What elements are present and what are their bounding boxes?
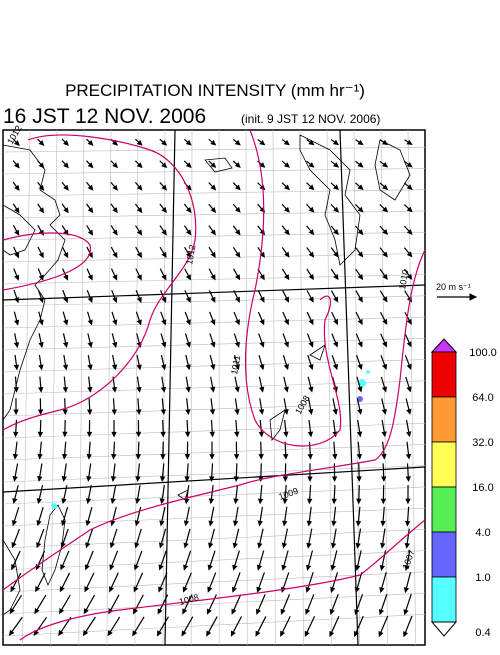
colorbar-label: 100.0 (469, 347, 497, 359)
colorbar-segment (432, 442, 456, 487)
wind-scale-arrow (437, 294, 476, 300)
precip-cell (51, 503, 57, 509)
colorbar-label: 1.0 (475, 572, 490, 584)
colorbar: 100.0 64.0 32.0 16.0 4.0 1.0 0.4 (432, 339, 497, 639)
colorbar-label: 0.4 (475, 627, 490, 639)
colorbar-label: 64.0 (472, 392, 493, 404)
colorbar-label: 4.0 (475, 527, 490, 539)
colorbar-segment (432, 532, 456, 577)
wind-scale-label: 20 m s⁻¹ (436, 282, 471, 292)
init-time: (init. 9 JST 12 NOV. 2006) (241, 112, 380, 126)
colorbar-segment (432, 487, 456, 532)
colorbar-label: 16.0 (472, 482, 493, 494)
colorbar-label: 32.0 (472, 437, 493, 449)
colorbar-segment (432, 352, 456, 397)
precip-cell (366, 370, 370, 374)
title: PRECIPITATION INTENSITY (mm hr⁻¹) (65, 81, 365, 100)
colorbar-under (432, 622, 456, 636)
scale-arrow-head (470, 294, 476, 300)
colorbar-segment (432, 397, 456, 442)
colorbar-over (432, 339, 456, 352)
valid-time: 16 JST 12 NOV. 2006 (3, 105, 206, 128)
colorbar-segment (432, 577, 456, 622)
map-area: 1012 1012 1011 1010 1009 1007 1008 1008 (3, 124, 425, 645)
